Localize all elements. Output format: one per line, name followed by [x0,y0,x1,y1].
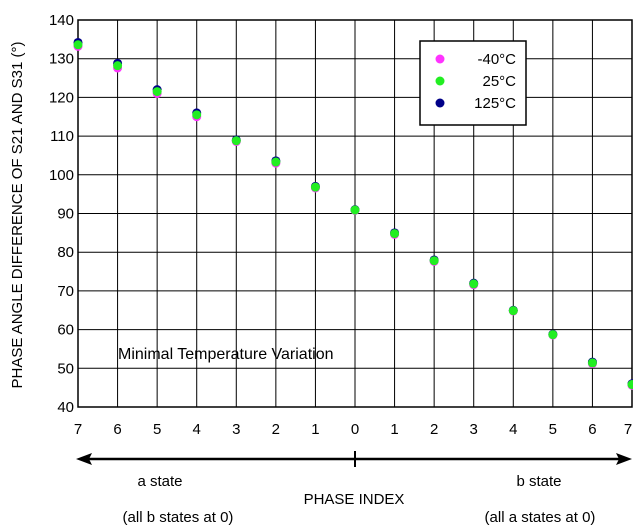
x-tick-label: 1 [390,421,398,438]
data-point [310,182,320,192]
y-tick-label: 90 [57,206,74,223]
legend-marker [435,54,445,64]
x-tick-label: 6 [588,421,596,438]
data-point [548,330,558,340]
legend-label: 125°C [474,95,516,112]
x-tick-label: 4 [509,421,517,438]
arrow-head-left [76,453,92,465]
legend-label: 25°C [482,73,516,90]
legend-marker [435,98,445,108]
x-tick-label: 7 [74,421,82,438]
x-tick-label: 3 [470,421,478,438]
x-tick-label: 2 [430,421,438,438]
data-point [350,205,360,215]
x-axis-label: PHASE INDEX [304,491,405,508]
data-point [627,380,633,390]
data-point [152,87,162,97]
y-tick-label: 120 [49,89,74,106]
phase-axis-arrow [76,451,632,467]
data-point [271,157,281,167]
x-tick-label: 7 [624,421,632,438]
y-tick-label: 50 [57,360,74,377]
data-point [508,306,518,316]
x-tick-label: 5 [153,421,161,438]
legend-label: -40°C [477,51,516,68]
y-tick-label: 40 [57,399,74,416]
x-tick-label: 4 [193,421,201,438]
arrow-head-right [616,453,632,465]
data-point [469,279,479,289]
data-point [113,61,123,71]
y-tick-label: 140 [49,12,74,29]
data-point [231,136,241,146]
legend-marker [435,76,445,86]
x-ticks: 7 6 5 4 3 2 1 0 1 2 3 4 5 6 7 [74,421,632,438]
y-tick-label: 60 [57,322,74,339]
x-tick-label: 3 [232,421,240,438]
x-tick-label: 5 [549,421,557,438]
legend: -40°C 25°C 125°C [419,40,527,126]
y-tick-label: 100 [49,167,74,184]
x-tick-label: 2 [272,421,280,438]
y-tick-label: 70 [57,283,74,300]
data-point [73,40,83,50]
x-tick-label: 6 [113,421,121,438]
y-tick-label: 130 [49,51,74,68]
data-point [429,256,439,266]
data-point [390,229,400,239]
region-a-sublabel: (all b states at 0) [123,509,234,526]
y-axis-label: PHASE ANGLE DIFFERENCE OF S21 AND S31 (°… [9,42,26,389]
region-b-label: b state [516,473,561,490]
y-tick-label: 80 [57,244,74,261]
annotation: Minimal Temperature Variation [118,346,334,363]
plot-frame [77,19,633,408]
points [73,37,633,390]
data-point [192,110,202,120]
x-tick-label: 1 [311,421,319,438]
y-ticks: 40 50 60 70 80 90 100 110 120 130 140 [49,12,74,416]
region-a-label: a state [137,473,182,490]
x-tick-label: 0 [351,421,359,438]
y-tick-label: 110 [50,128,74,145]
region-b-sublabel: (all a states at 0) [485,509,596,526]
data-point [587,358,597,368]
